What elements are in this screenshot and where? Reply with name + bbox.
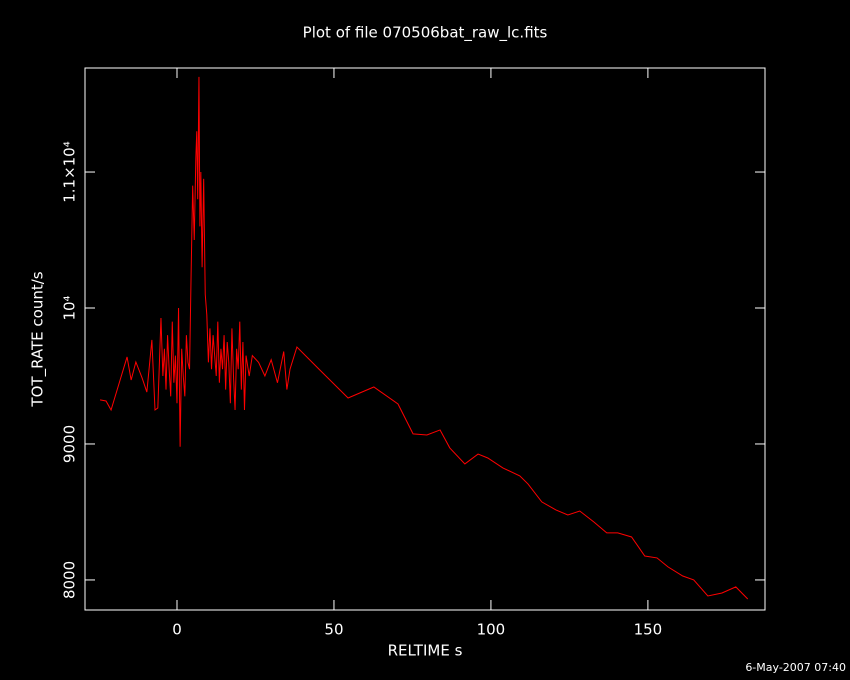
x-tick-label: 100 [477, 621, 506, 639]
chart-title: Plot of file 070506bat_raw_lc.fits [303, 24, 548, 43]
y-tick-label: 8000 [61, 561, 79, 599]
y-axis-label: TOT_RATE count/s [29, 271, 48, 407]
plot-frame [84, 67, 766, 611]
y-tick-label: 1.1×10⁴ [61, 141, 79, 203]
x-tick-label: 50 [324, 621, 343, 639]
y-tick-label: 9000 [61, 425, 79, 463]
x-tick-label: 0 [172, 621, 182, 639]
x-tick-label: 150 [634, 621, 663, 639]
y-tick-label: 10⁴ [61, 295, 79, 320]
data-line [99, 76, 749, 600]
footer-timestamp: 6-May-2007 07:40 [745, 661, 846, 674]
x-axis-label: RELTIME s [388, 642, 463, 660]
